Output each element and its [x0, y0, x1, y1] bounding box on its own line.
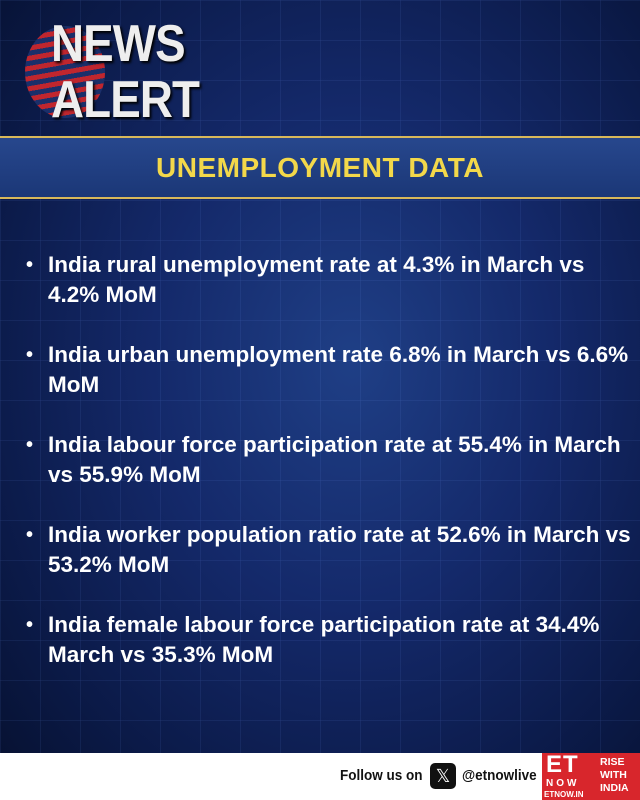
bullet-list: • India rural unemployment rate at 4.3% i… — [26, 250, 636, 700]
social-handle-link[interactable]: @etnowlive — [462, 767, 537, 784]
bullet-icon: • — [26, 434, 34, 456]
et-now-logo: ET NOW ETNOW.IN RISE WITH INDIA — [542, 753, 640, 800]
tagline: RISE WITH INDIA — [600, 756, 629, 794]
bullet-icon: • — [26, 254, 34, 276]
follow-text: Follow us on — [340, 767, 423, 784]
list-item: • India rural unemployment rate at 4.3% i… — [26, 250, 636, 310]
page-title: UNEMPLOYMENT DATA — [156, 151, 484, 183]
list-item: • India female labour force participation… — [26, 610, 636, 670]
list-item: • India worker population ratio rate at 5… — [26, 520, 636, 580]
x-logo-icon[interactable]: 𝕏 — [430, 763, 456, 789]
logo-line2: ALERT — [51, 71, 200, 129]
list-item: • India labour force participation rate a… — [26, 430, 636, 490]
footer: Follow us on 𝕏 @etnowlive ET NOW ETNOW.I… — [0, 753, 640, 800]
title-banner: UNEMPLOYMENT DATA — [0, 136, 640, 199]
logo-line1: NEWS — [51, 15, 186, 73]
background-grid — [0, 0, 640, 753]
bullet-icon: • — [26, 524, 34, 546]
bullet-icon: • — [26, 344, 34, 366]
news-alert-logo: NEWS ALERT — [25, 16, 200, 128]
globe-icon — [25, 26, 105, 118]
bullet-icon: • — [26, 614, 34, 636]
list-item: • India urban unemployment rate 6.8% in M… — [26, 340, 636, 400]
